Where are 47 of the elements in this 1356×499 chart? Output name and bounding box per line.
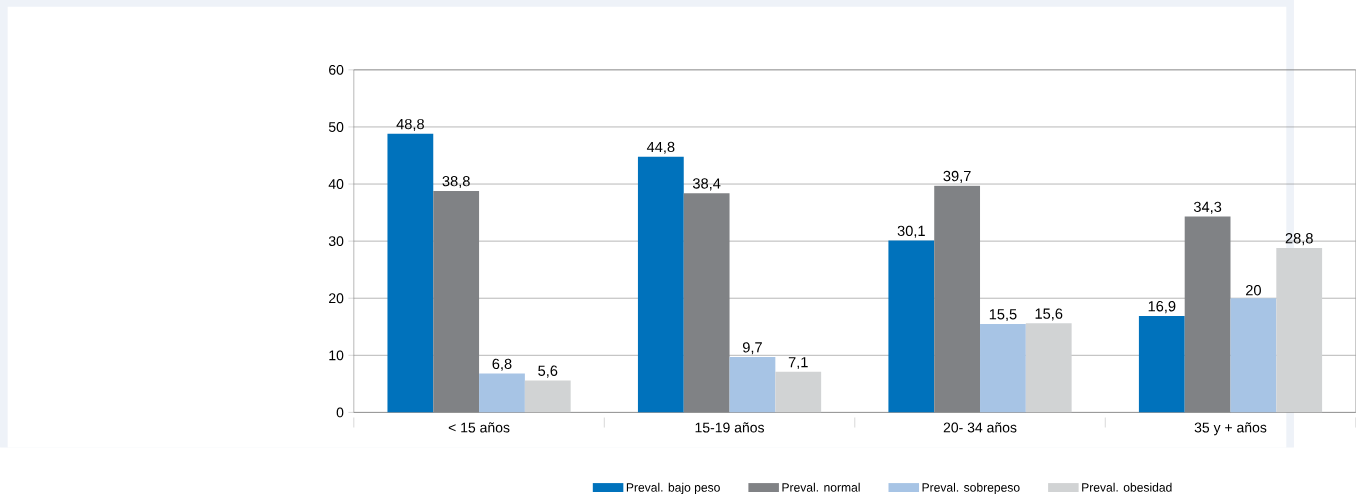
bar (934, 185, 981, 413)
data-label: 48,8 (396, 119, 424, 132)
data-label: 38,8 (442, 176, 470, 189)
bar (729, 357, 776, 413)
y-tick-label: 50 (328, 122, 344, 133)
data-label: 5,6 (538, 365, 558, 378)
data-label: 15,6 (1035, 308, 1063, 321)
bar (980, 324, 1026, 413)
y-tick-label: 60 (329, 65, 344, 76)
data-label: 9,7 (742, 342, 762, 355)
legend-label: Preval. bajo peso (626, 483, 720, 495)
y-tick-label: 30 (328, 236, 344, 247)
bar (888, 240, 935, 413)
bar (524, 380, 571, 413)
legend-label: Preval. normal (782, 483, 860, 492)
data-label: 39,7 (943, 171, 971, 184)
bar (1230, 298, 1277, 413)
data-label: 44,8 (646, 141, 675, 155)
y-tick-label: 40 (328, 179, 344, 190)
bar (683, 193, 730, 413)
y-tick-label: 10 (329, 350, 344, 361)
data-label: 6,8 (492, 358, 512, 371)
x-tick-label: 20- 34 años (943, 422, 1017, 433)
data-label: 30,1 (897, 225, 925, 238)
bar (637, 156, 684, 413)
data-label: 16,9 (1148, 301, 1176, 314)
bar (433, 191, 480, 413)
y-tick-label: 0 (336, 407, 344, 418)
data-label: 15,5 (989, 309, 1017, 322)
bar (1138, 316, 1185, 413)
bar (775, 372, 822, 413)
bar (1184, 216, 1231, 413)
data-label: 28,8 (1285, 233, 1313, 246)
data-label: 20 (1246, 285, 1261, 296)
bar (1025, 323, 1072, 413)
data-label: 7,1 (788, 357, 808, 370)
x-tick-label: 15-19 años (695, 422, 765, 433)
bar (1276, 248, 1323, 413)
data-label: 38,4 (692, 178, 721, 191)
bar (387, 134, 434, 413)
legend-label: Preval. sobrepeso (922, 483, 1020, 495)
legend-label: Preval. obesidad (1082, 483, 1172, 492)
bar (479, 373, 525, 413)
data-label: 34,3 (1193, 201, 1222, 214)
x-tick-label: < 15 años (448, 422, 510, 433)
x-tick-label: 35 y + años (1194, 422, 1267, 436)
y-tick-label: 20 (329, 293, 344, 304)
